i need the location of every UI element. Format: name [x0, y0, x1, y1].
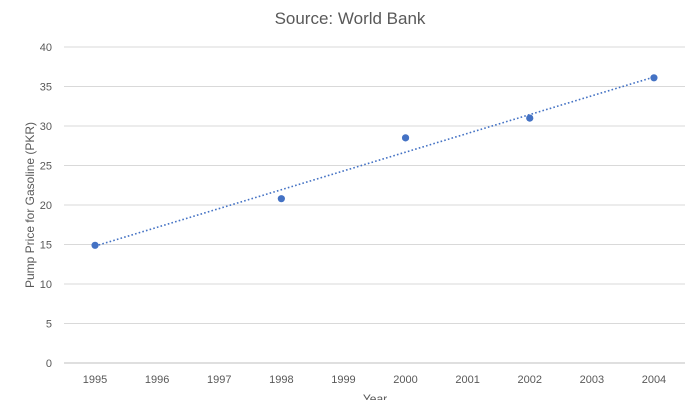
trendline-group	[94, 76, 655, 247]
y-tick-label: 0	[46, 358, 52, 370]
y-axis-tick-labels: 0 5 10 15 20 25 30 35 40	[40, 42, 52, 370]
x-tick-label: 1995	[83, 374, 107, 386]
trendline	[94, 76, 655, 247]
data-points	[91, 74, 658, 249]
y-tick-label: 35	[40, 82, 52, 94]
x-tick-label: 1998	[269, 374, 293, 386]
y-tick-label: 10	[40, 279, 52, 291]
data-point	[526, 114, 534, 122]
data-point	[277, 195, 285, 203]
x-axis-title: Year	[363, 392, 387, 400]
gridlines	[64, 46, 685, 364]
x-tick-label: 2004	[642, 374, 666, 386]
x-tick-label: 1997	[207, 374, 231, 386]
chart-title: Source: World Bank	[275, 9, 426, 28]
y-tick-label: 40	[40, 42, 52, 54]
y-tick-label: 15	[40, 240, 52, 252]
x-tick-label: 1999	[331, 374, 355, 386]
y-tick-label: 25	[40, 161, 52, 173]
x-tick-label: 2001	[455, 374, 479, 386]
y-tick-label: 5	[46, 319, 52, 331]
y-tick-label: 20	[40, 200, 52, 212]
data-point	[91, 241, 99, 249]
y-tick-label: 30	[40, 121, 52, 133]
data-point	[650, 74, 658, 82]
x-tick-label: 2002	[518, 374, 542, 386]
x-tick-label: 1996	[145, 374, 169, 386]
x-axis-tick-labels: 1995 1996 1997 1998 1999 2000 2001 2002 2003 2004	[83, 374, 666, 386]
y-axis-title: Pump Price for Gasoline (PKR)	[23, 122, 37, 288]
x-tick-label: 2000	[393, 374, 417, 386]
data-point	[401, 134, 410, 142]
x-tick-label: 2003	[580, 374, 604, 386]
